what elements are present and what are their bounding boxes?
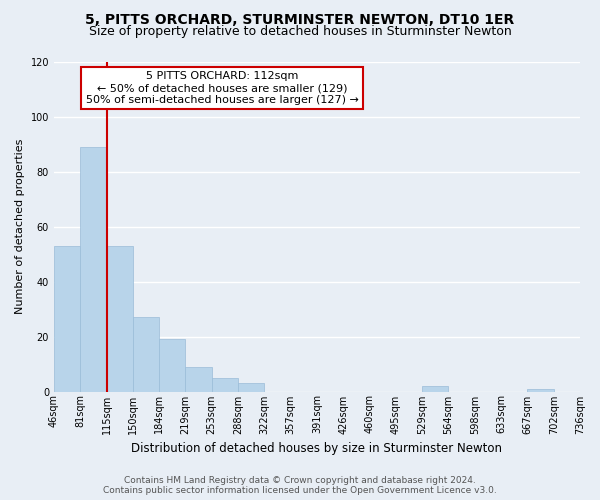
Bar xyxy=(107,246,133,392)
Bar xyxy=(238,384,265,392)
Bar xyxy=(212,378,238,392)
Text: Size of property relative to detached houses in Sturminster Newton: Size of property relative to detached ho… xyxy=(89,25,511,38)
Text: 5 PITTS ORCHARD: 112sqm
← 50% of detached houses are smaller (129)
50% of semi-d: 5 PITTS ORCHARD: 112sqm ← 50% of detache… xyxy=(86,72,359,104)
Bar xyxy=(159,340,185,392)
Bar xyxy=(133,318,159,392)
Y-axis label: Number of detached properties: Number of detached properties xyxy=(15,139,25,314)
Bar xyxy=(80,147,107,392)
Text: Contains HM Land Registry data © Crown copyright and database right 2024.
Contai: Contains HM Land Registry data © Crown c… xyxy=(103,476,497,495)
Bar xyxy=(54,246,80,392)
Bar xyxy=(527,389,554,392)
Bar xyxy=(422,386,448,392)
Bar xyxy=(185,367,212,392)
Text: 5, PITTS ORCHARD, STURMINSTER NEWTON, DT10 1ER: 5, PITTS ORCHARD, STURMINSTER NEWTON, DT… xyxy=(85,12,515,26)
X-axis label: Distribution of detached houses by size in Sturminster Newton: Distribution of detached houses by size … xyxy=(131,442,502,455)
